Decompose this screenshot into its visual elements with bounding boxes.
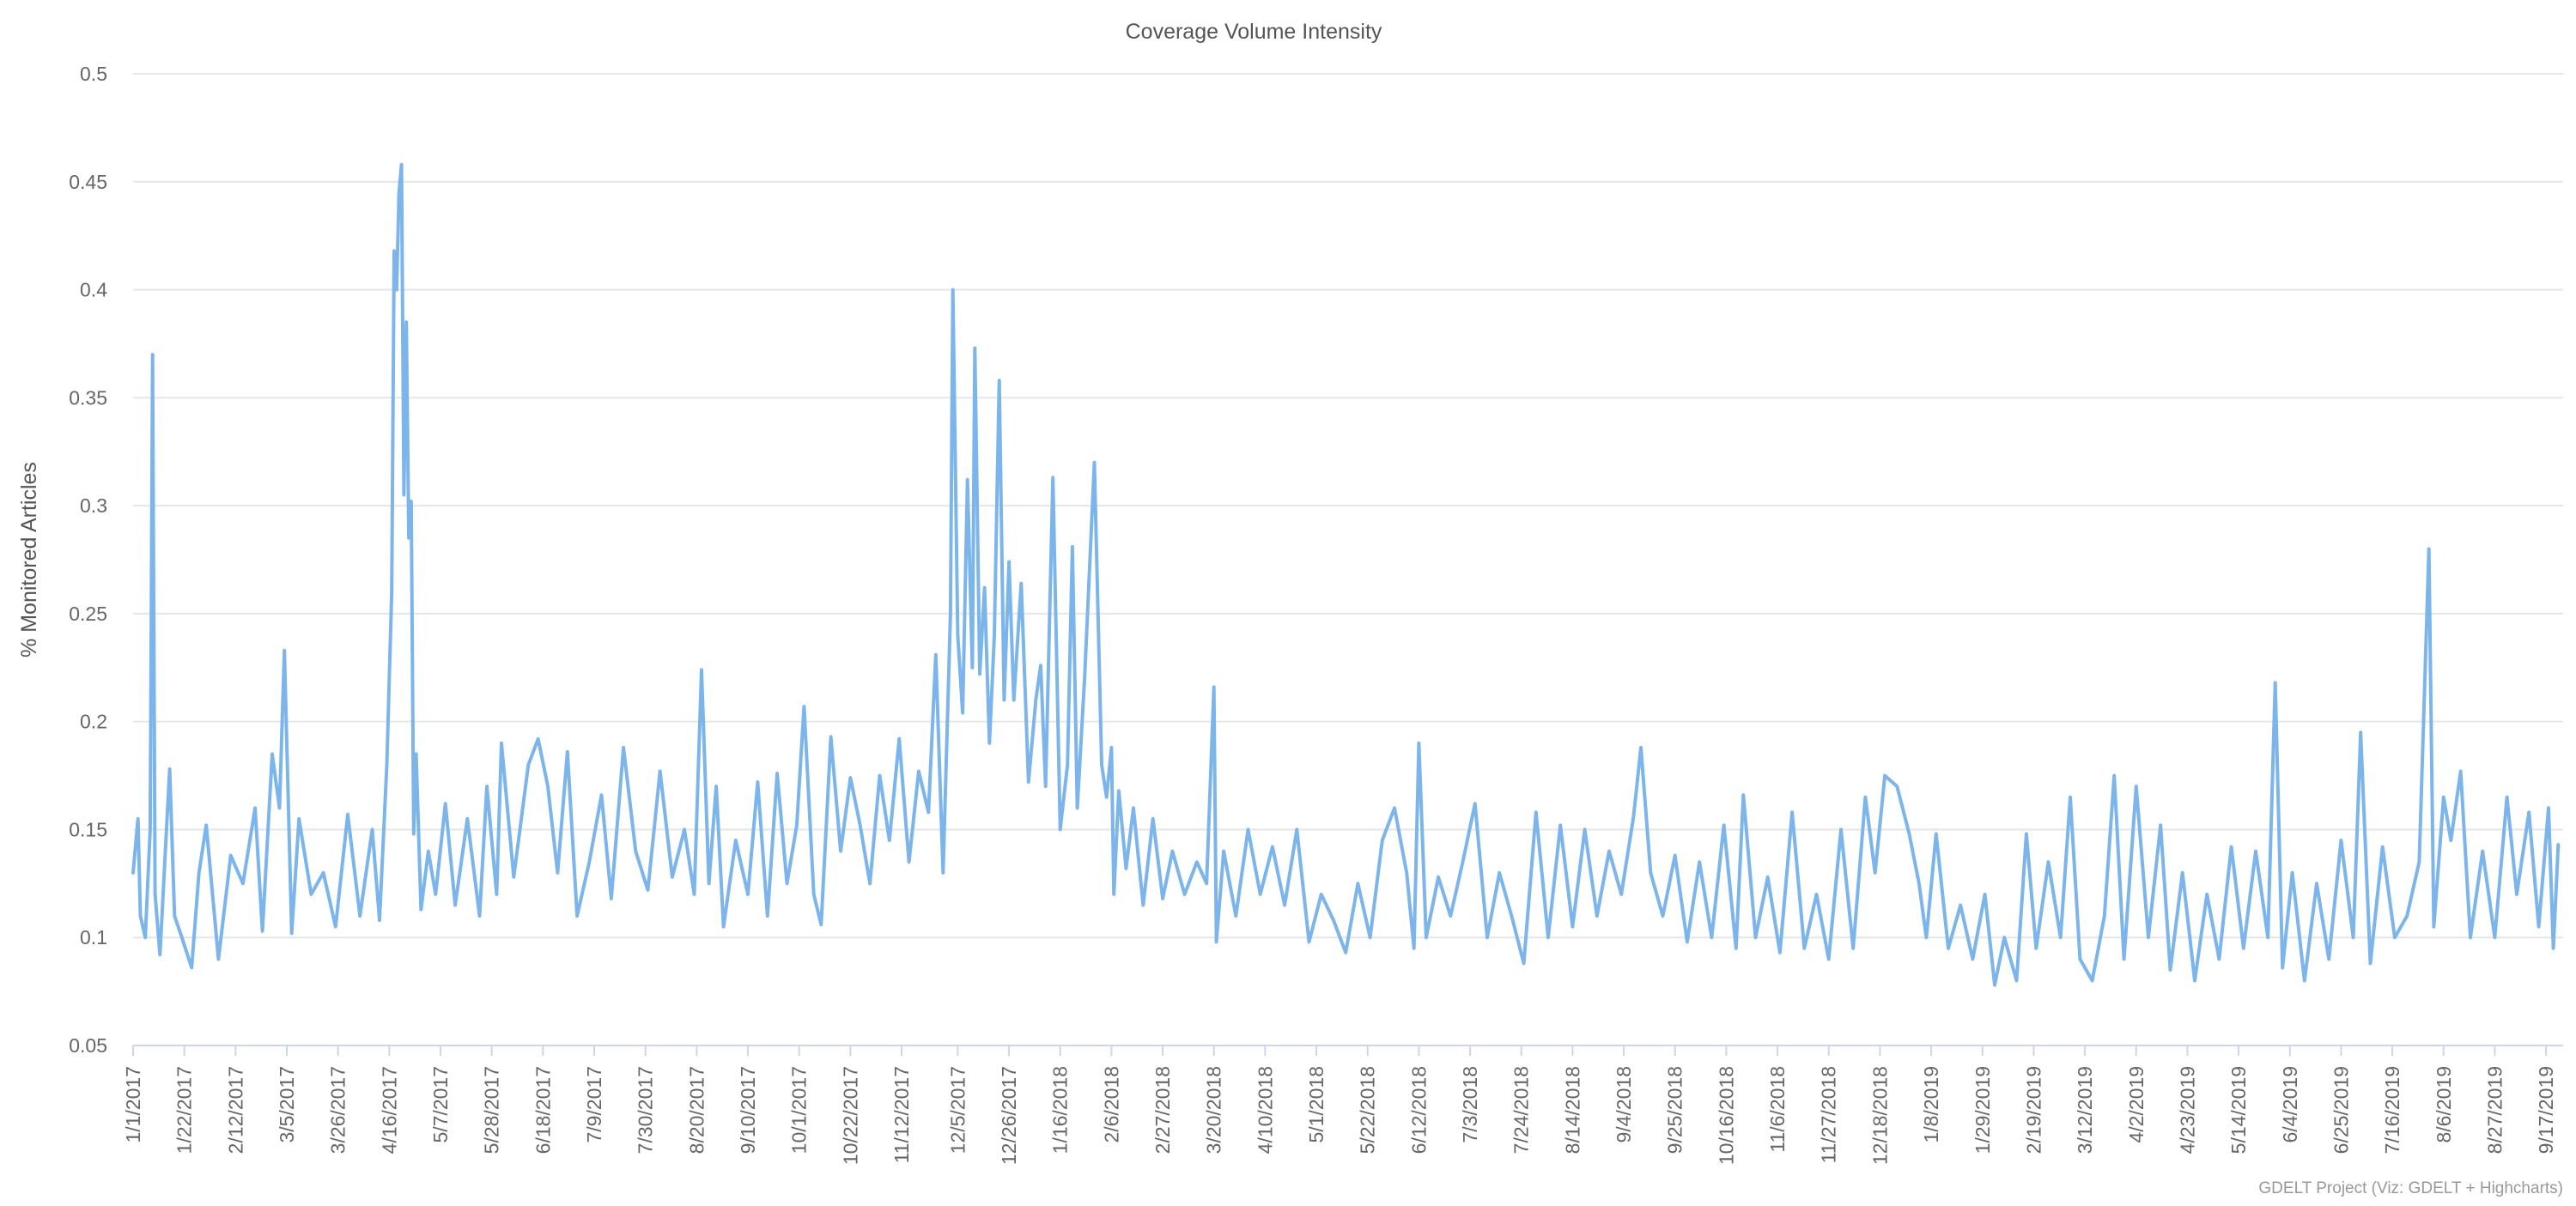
- x-tick-label: 10/16/2018: [1715, 1066, 1737, 1165]
- x-tick-label: 5/22/2018: [1357, 1066, 1379, 1154]
- x-tick-label: 11/27/2018: [1818, 1066, 1840, 1163]
- x-tick-label: 7/9/2017: [583, 1066, 605, 1143]
- x-tick-label: 3/12/2019: [2074, 1066, 2096, 1154]
- y-tick-label: 0.2: [80, 711, 107, 733]
- x-tick-label: 9/4/2018: [1613, 1066, 1635, 1143]
- x-tick-label: 5/7/2017: [429, 1066, 452, 1143]
- x-tick-label: 10/22/2017: [839, 1066, 861, 1165]
- x-tick-label: 1/16/2018: [1049, 1066, 1072, 1154]
- x-tick-label: 2/19/2019: [2022, 1066, 2044, 1154]
- x-tick-label: 6/18/2017: [532, 1066, 554, 1154]
- x-tick-label: 7/24/2018: [1510, 1066, 1533, 1154]
- x-tick-label: 4/23/2019: [2176, 1066, 2198, 1154]
- x-tick-label: 9/25/2018: [1664, 1066, 1686, 1154]
- grid-lines: [133, 73, 2563, 1046]
- x-tick-label: 12/26/2017: [998, 1066, 1020, 1165]
- chart-credit[interactable]: GDELT Project (Viz: GDELT + Highcharts): [2258, 1179, 2563, 1197]
- x-tick-label: 6/4/2019: [2279, 1066, 2301, 1143]
- x-tick-label: 5/28/2017: [481, 1066, 503, 1154]
- chart-title: Coverage Volume Intensity: [1126, 20, 1382, 44]
- x-tick-label: 9/17/2019: [2535, 1066, 2557, 1154]
- x-tick-label: 1/8/2019: [1920, 1066, 1942, 1143]
- y-tick-label: 0.15: [69, 818, 107, 840]
- series-layer: [131, 162, 2561, 987]
- x-tick-label: 1/29/2019: [1971, 1066, 1994, 1154]
- x-tick-label: 2/12/2017: [224, 1066, 246, 1154]
- y-tick-label: 0.1: [80, 926, 107, 948]
- x-tick-label: 8/14/2018: [1561, 1066, 1583, 1154]
- x-tick-label: 8/20/2017: [685, 1066, 708, 1154]
- x-tick-label: 3/20/2018: [1203, 1066, 1225, 1154]
- series-line-0[interactable]: [131, 162, 2561, 987]
- y-tick-label: 0.5: [80, 63, 107, 85]
- x-tick-label: 4/2/2019: [2125, 1066, 2148, 1143]
- x-tick-label: 1/1/2017: [122, 1066, 144, 1143]
- x-tick-label: 2/6/2018: [1100, 1066, 1122, 1143]
- y-tick-label: 0.4: [80, 279, 107, 301]
- y-axis-label: % Monitored Articles: [17, 462, 41, 658]
- x-tick-label: 1/22/2017: [173, 1066, 196, 1154]
- x-tick-label: 9/10/2017: [737, 1066, 759, 1154]
- x-tick-label: 6/12/2018: [1407, 1066, 1430, 1154]
- x-tick-label: 11/6/2018: [1766, 1066, 1789, 1153]
- x-tick-label: 11/12/2017: [890, 1066, 913, 1163]
- x-tick-label: 4/16/2017: [378, 1066, 400, 1154]
- y-axis-ticks: 0.05 0.1 0.15 0.2 0.25 0.3 0.35 0.4 0.45 0.5: [69, 63, 107, 1057]
- x-tick-label: 3/5/2017: [276, 1066, 298, 1143]
- y-tick-label: 0.35: [69, 386, 107, 409]
- x-tick-label: 8/6/2019: [2433, 1066, 2455, 1143]
- x-tick-label: 5/14/2019: [2227, 1066, 2250, 1154]
- y-tick-label: 0.45: [69, 171, 107, 193]
- x-tick-label: 6/25/2019: [2330, 1066, 2352, 1154]
- x-tick-label: 5/1/2018: [1305, 1066, 1327, 1143]
- x-tick-label: 7/3/2018: [1459, 1066, 1481, 1143]
- x-tick-label: 3/26/2017: [327, 1066, 349, 1154]
- x-tick-label: 7/16/2019: [2381, 1066, 2403, 1154]
- x-tick-label: 8/27/2019: [2483, 1066, 2506, 1154]
- x-tick-label: 7/30/2017: [635, 1066, 657, 1154]
- y-tick-label: 0.25: [69, 603, 107, 625]
- y-tick-label: 0.3: [80, 494, 107, 517]
- x-tick-label: 4/10/2018: [1254, 1066, 1276, 1154]
- x-tick-label: 10/1/2017: [788, 1066, 811, 1154]
- y-tick-label: 0.05: [69, 1034, 107, 1057]
- x-tick-label: 2/27/2018: [1151, 1066, 1174, 1154]
- x-tick-label: 12/5/2017: [946, 1066, 969, 1154]
- x-axis-ticks: 1/1/2017 1/22/2017 2/12/2017 3/5/2017 3/26/2…: [122, 1045, 2557, 1165]
- x-tick-label: 12/18/2018: [1868, 1066, 1891, 1165]
